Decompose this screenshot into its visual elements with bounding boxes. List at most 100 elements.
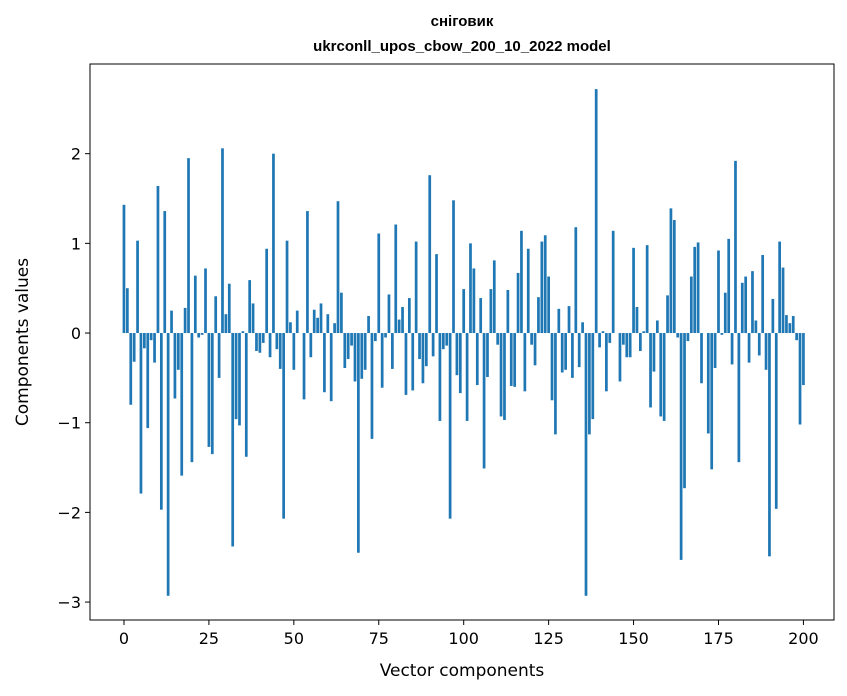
bar-167 [689, 276, 693, 334]
bar-169 [696, 242, 700, 334]
bar-180 [734, 160, 737, 334]
bar-98 [455, 333, 459, 376]
bar-120 [530, 333, 533, 345]
bar-71 [363, 333, 367, 370]
bar-179 [730, 333, 734, 365]
bar-0 [122, 204, 126, 334]
bar-125 [547, 276, 550, 334]
bar-184 [747, 333, 751, 363]
bar-7 [146, 333, 150, 429]
bar-68 [353, 333, 357, 382]
bar-38 [251, 303, 255, 334]
bar-89 [424, 333, 428, 367]
bar-112 [503, 333, 506, 421]
bar-123 [540, 241, 544, 334]
bar-10 [156, 185, 160, 334]
bar-63 [336, 201, 340, 334]
bar-55 [309, 333, 313, 358]
bar-191 [771, 298, 775, 334]
bar-65 [343, 333, 347, 368]
x-tick-label: 200 [788, 629, 819, 648]
bar-39 [255, 333, 258, 351]
bar-128 [557, 308, 561, 334]
bar-200 [802, 333, 805, 386]
bar-176 [720, 333, 724, 335]
bar-198 [795, 333, 798, 341]
bar-57 [316, 317, 319, 334]
bar-58 [319, 303, 323, 334]
bar-117 [520, 230, 523, 334]
bar-124 [543, 235, 547, 334]
bar-81 [397, 319, 401, 334]
bar-126 [550, 333, 554, 401]
bar-182 [740, 282, 744, 334]
bar-29 [221, 148, 224, 334]
bar-143 [608, 333, 612, 343]
bar-6 [143, 333, 146, 349]
bar-66 [346, 333, 350, 360]
bar-118 [523, 333, 527, 392]
bar-129 [560, 333, 564, 373]
y-tick-label: 1 [71, 234, 81, 253]
bar-192 [774, 333, 778, 509]
bar-140 [598, 333, 601, 348]
bar-147 [622, 333, 625, 345]
y-axis-label: Components values [13, 258, 33, 426]
bar-105 [479, 298, 483, 334]
bar-76 [380, 333, 384, 388]
bar-189 [764, 333, 768, 370]
bar-174 [713, 333, 717, 368]
bar-15 [173, 333, 177, 399]
bar-177 [723, 292, 727, 334]
bar-56 [312, 309, 316, 334]
bar-172 [706, 333, 710, 434]
bar-17 [180, 333, 184, 476]
bar-168 [693, 246, 697, 334]
bar-18 [183, 307, 187, 334]
bar-185 [751, 271, 754, 334]
bar-114 [509, 333, 513, 386]
bar-90 [428, 175, 432, 334]
bar-190 [768, 333, 771, 557]
x-tick-label: 0 [119, 629, 129, 648]
bar-30 [224, 314, 228, 334]
bar-119 [526, 248, 530, 334]
bar-44 [272, 153, 275, 334]
bar-186 [754, 320, 758, 334]
y-tick-label: −3 [57, 593, 81, 612]
bar-54 [306, 211, 309, 334]
bar-134 [577, 333, 581, 368]
bar-107 [486, 333, 489, 377]
bars-group [122, 89, 805, 596]
bar-157 [655, 320, 659, 334]
bar-101 [465, 333, 469, 421]
x-tick-label: 125 [533, 629, 564, 648]
bar-92 [435, 254, 438, 334]
bar-69 [357, 333, 360, 553]
y-tick-label: 0 [71, 324, 81, 343]
bar-108 [489, 289, 493, 334]
bar-103 [472, 268, 476, 334]
bar-86 [414, 241, 418, 334]
bar-87 [418, 333, 421, 360]
bar-116 [516, 272, 520, 334]
bar-79 [391, 333, 394, 369]
bar-16 [176, 333, 180, 370]
bar-34 [238, 333, 241, 426]
bar-131 [567, 306, 571, 334]
bar-141 [601, 331, 605, 334]
bar-24 [204, 268, 207, 334]
x-tick-label: 175 [703, 629, 734, 648]
bar-154 [645, 245, 649, 334]
bar-35 [241, 331, 245, 334]
bar-156 [652, 333, 656, 372]
bar-106 [482, 333, 486, 469]
bar-199 [798, 333, 802, 425]
bar-61 [329, 333, 333, 402]
bar-175 [717, 250, 720, 334]
bar-146 [618, 333, 622, 382]
bar-50 [292, 333, 296, 370]
x-tick-label: 150 [618, 629, 649, 648]
x-tick-label: 75 [369, 629, 389, 648]
